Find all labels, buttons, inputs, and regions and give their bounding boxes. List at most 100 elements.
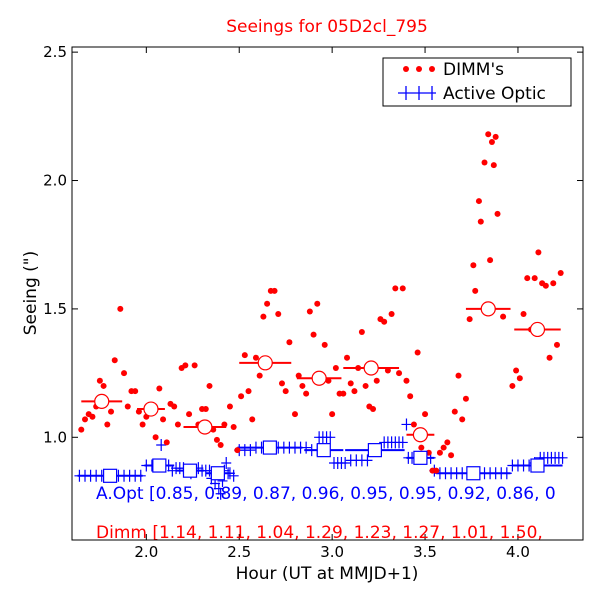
dimm-point <box>174 421 181 428</box>
dimm-point <box>490 162 497 169</box>
right-mask <box>583 0 600 560</box>
dimm-point <box>388 311 395 318</box>
dimm-point <box>260 313 267 320</box>
active-optic-point <box>215 487 226 500</box>
dimm-point <box>217 441 224 448</box>
active-optic-point <box>221 456 232 469</box>
dimm-point <box>475 198 482 205</box>
dimm-point <box>314 300 321 307</box>
legend-dimm-dot <box>429 66 435 72</box>
dimm-point <box>500 313 507 320</box>
active-optic-point <box>228 469 239 482</box>
legend-dimm-dot <box>416 66 422 72</box>
dimm-point <box>108 408 115 415</box>
dimm-bin-marker <box>197 419 213 435</box>
dimm-point <box>373 377 380 384</box>
dimm-point <box>202 406 209 413</box>
dimm-point <box>241 352 248 359</box>
dimm-bin-marker <box>94 393 110 409</box>
dimm-point <box>234 447 241 454</box>
dimm-point <box>472 287 479 294</box>
legend-dimm-marker <box>403 66 435 72</box>
chart-title: Seeings for 05D2cl_795 <box>226 17 428 37</box>
dimm-point <box>557 269 564 276</box>
legend-dimm-dot <box>403 66 409 72</box>
dimm-point <box>384 367 391 374</box>
dimm-point <box>418 444 425 451</box>
dimm-point <box>516 375 523 382</box>
dimm-point <box>520 311 527 318</box>
dimm-point <box>152 434 159 441</box>
dimm-point <box>325 377 332 384</box>
active-optic-bin-marker <box>262 440 277 455</box>
active-optic-point <box>135 469 146 482</box>
dimm-point <box>362 382 369 389</box>
dimm-bin-marker <box>311 370 327 386</box>
x-tick-label: 3.5 <box>413 543 437 561</box>
dimm-point <box>191 362 198 369</box>
active-optic-point <box>362 454 373 467</box>
dimm-point <box>433 467 440 474</box>
dimm-point <box>111 357 118 364</box>
active-optic-point <box>340 456 351 469</box>
x-tick-label: 2.0 <box>134 543 158 561</box>
active-optic-bin-marker <box>530 458 545 473</box>
dimm-point <box>355 364 362 371</box>
dimm-point <box>230 424 237 431</box>
dimm-point <box>256 372 263 379</box>
dimm-point <box>135 408 142 415</box>
dimm-point <box>303 390 310 397</box>
active-optic-point <box>213 482 224 495</box>
bin-markers <box>94 301 546 483</box>
dimm-point <box>121 370 128 377</box>
dimm-point <box>485 131 492 138</box>
legend-active-optic-marker <box>398 86 436 100</box>
dimm-point <box>206 382 213 389</box>
dimm-point <box>344 354 351 361</box>
dimm-point <box>252 354 259 361</box>
dimm-point <box>89 413 96 420</box>
dimm-point <box>396 370 403 377</box>
dimm-point <box>553 341 560 348</box>
dimm-bin-marker <box>480 301 496 317</box>
active-optic-point <box>401 418 412 431</box>
active-optic-bin-marker <box>367 443 382 458</box>
dimm-point <box>171 403 178 410</box>
dimm-point <box>282 388 289 395</box>
dimm-point <box>422 411 429 418</box>
dimm-point <box>451 408 458 415</box>
dimm-point <box>139 421 146 428</box>
dimm-point <box>249 416 256 423</box>
dimm-point <box>470 262 477 269</box>
dimm-bin-marker <box>529 321 546 338</box>
dimm-point <box>399 285 406 292</box>
dimm-point <box>459 416 466 423</box>
y-axis-label: Seeing (") <box>21 251 41 336</box>
dimm-point <box>271 287 278 294</box>
dimm-point <box>550 280 557 287</box>
dimm-point <box>477 218 484 225</box>
dimm-point <box>492 133 499 140</box>
dimm-point <box>275 311 282 318</box>
dimm-point <box>392 285 399 292</box>
dimm-point <box>546 354 553 361</box>
dimm-point <box>132 388 139 395</box>
dimm-point <box>403 377 410 384</box>
dimm-bin-marker <box>143 401 159 417</box>
dimm-point <box>286 339 293 346</box>
dimm-point <box>278 380 285 387</box>
dimm-point <box>321 341 328 348</box>
dimm-point <box>163 439 170 446</box>
y-tick-label: 2.0 <box>43 172 67 190</box>
dimm-point <box>310 331 317 338</box>
active-optic-point <box>325 431 336 444</box>
dimm-point <box>306 308 313 315</box>
dimm-point <box>381 318 388 325</box>
dimm-bin-marker <box>363 360 379 376</box>
plot-frame <box>71 46 584 541</box>
plot-annotations: A.Opt [0.85, 0.89, 0.87, 0.96, 0.95, 0.9… <box>96 484 556 543</box>
dimm-point <box>524 275 531 282</box>
dimm-point <box>221 421 228 428</box>
x-tick-label: 3.0 <box>320 543 344 561</box>
